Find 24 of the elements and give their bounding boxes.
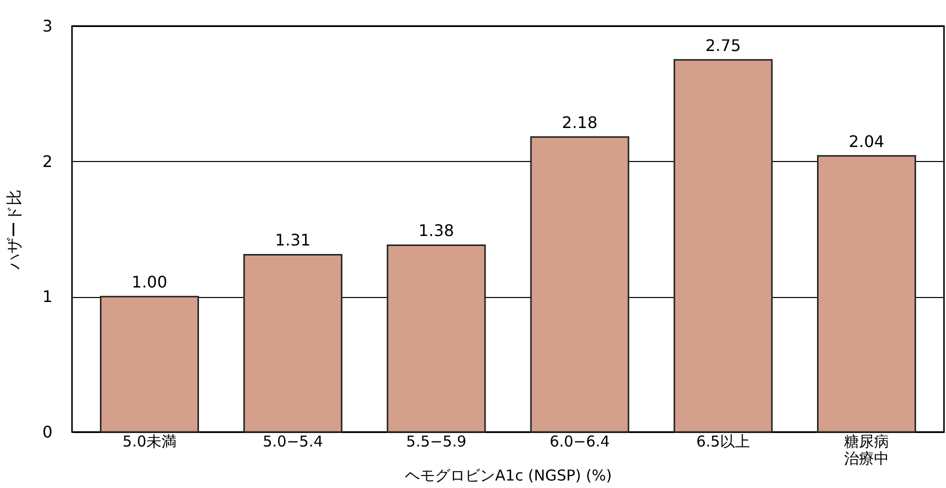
data-label: 1.31	[275, 230, 311, 250]
bar	[674, 59, 773, 433]
x-tick-label: 糖尿病治療中	[844, 432, 890, 468]
y-tick-label: 3	[42, 16, 52, 36]
bar	[243, 254, 342, 433]
x-tick-label: 6.5以上	[696, 432, 750, 450]
y-axis-title: ハザード比	[4, 190, 24, 270]
data-label: 1.38	[418, 221, 454, 240]
bar	[100, 296, 199, 433]
y-tick-label: 1	[42, 287, 52, 306]
data-label: 2.18	[562, 112, 598, 132]
data-label: 1.00	[132, 272, 168, 292]
bar	[530, 136, 630, 433]
y-tick-label: 0	[42, 422, 52, 442]
y-tick-label: 2	[42, 152, 52, 171]
x-tick-label: 5.0−5.4	[262, 432, 324, 450]
x-tick-label: 6.0−6.4	[550, 432, 610, 450]
data-label: 2.04	[848, 132, 884, 151]
x-tick-label: 5.5−5.9	[406, 432, 466, 450]
x-tick-label: 5.0未満	[122, 432, 176, 450]
bar	[817, 155, 916, 433]
bar	[386, 244, 486, 433]
x-axis-title: ヘモグロビンA1c (NGSP) (%)	[405, 466, 612, 484]
data-label: 2.75	[705, 36, 741, 55]
